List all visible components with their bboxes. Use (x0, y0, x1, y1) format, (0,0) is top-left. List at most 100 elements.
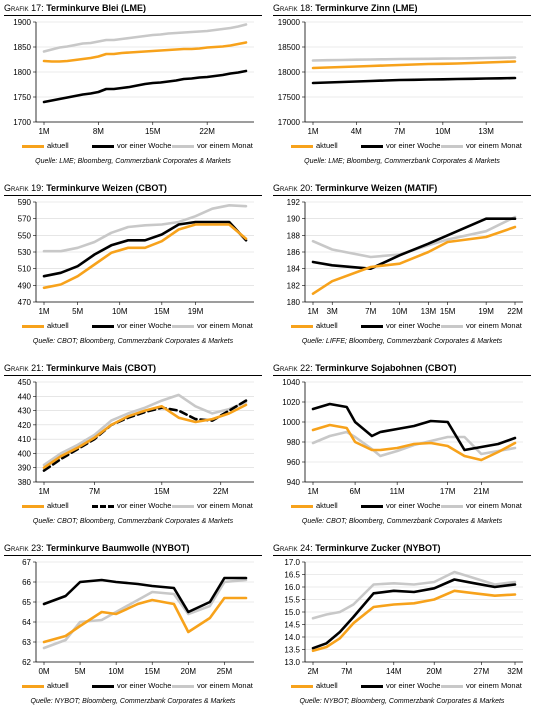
legend-item: vor einer Woche (361, 501, 440, 510)
chart-title-text: Terminkurve Weizen (MATIF) (315, 183, 438, 193)
y-tick-label: 1750 (13, 93, 31, 102)
chart-title-text: Terminkurve Sojabohnen (CBOT) (315, 363, 457, 373)
y-tick-label: 410 (18, 435, 32, 444)
title-rule (273, 15, 531, 16)
legend-item: vor einem Monat (441, 501, 522, 510)
chart-number: Grafik 17: (4, 3, 47, 13)
legend-swatch (92, 684, 114, 688)
y-tick-label: 65 (22, 598, 31, 607)
line-chart: 1700 1750 1800 1850 1900 1M 8M 15M 22M (13, 18, 254, 136)
y-tick-label: 180 (287, 298, 301, 307)
y-tick-label: 1900 (13, 18, 31, 27)
legend-item: aktuell (22, 501, 69, 510)
x-tick-label: 7M (394, 127, 405, 136)
series-line-vor-einer-woche (311, 76, 517, 85)
legend-label: vor einer Woche (117, 501, 172, 510)
y-tick-label: 550 (18, 231, 32, 240)
y-tick-label: 510 (18, 265, 32, 274)
legend-item: aktuell (22, 141, 69, 150)
y-tick-label: 530 (18, 248, 32, 257)
series-line-vor-einem-monat (42, 23, 248, 53)
legend-swatch (22, 144, 44, 148)
series-line-aktuell (311, 225, 517, 295)
line-chart: 13.0 13.5 14.0 14.5 15.0 15.5 16.0 16.5 17.0 2M 7M… (284, 558, 523, 676)
x-tick-label: 20M (426, 667, 442, 676)
y-tick-label: 67 (22, 558, 31, 567)
chart-title: Grafik 21: Terminkurve Mais (CBOT) (4, 363, 156, 373)
chart-title-text: Terminkurve Blei (LME) (46, 3, 147, 13)
x-tick-label: 15M (440, 307, 456, 316)
legend-item: vor einer Woche (92, 501, 171, 510)
legend-label: vor einer Woche (117, 321, 172, 330)
x-tick-label: 1M (38, 487, 49, 496)
y-tick-label: 490 (18, 281, 32, 290)
legend-swatch (441, 324, 463, 328)
series-line-aktuell (42, 596, 248, 644)
chart-title: Grafik 19: Terminkurve Weizen (CBOT) (4, 183, 167, 193)
legend-label: aktuell (47, 681, 69, 690)
legend-item: vor einer Woche (92, 681, 171, 690)
series-line-vor-einem-monat (42, 393, 248, 467)
chart-number: Grafik 24: (273, 543, 316, 553)
series-line-vor-einer-woche (311, 217, 517, 270)
series-line-vor-einer-woche (42, 576, 248, 614)
x-tick-label: 13M (478, 127, 494, 136)
x-tick-label: 2M (307, 667, 318, 676)
x-tick-label: 25M (217, 667, 233, 676)
legend-swatch (22, 324, 44, 328)
legend-item: vor einer Woche (361, 141, 440, 150)
legend-swatch (291, 144, 313, 148)
x-tick-label: 14M (386, 667, 402, 676)
legend-swatch (172, 324, 194, 328)
chart-number: Grafik 20: (273, 183, 316, 193)
y-tick-label: 182 (287, 281, 301, 290)
chart-panel-17: Grafik 17: Terminkurve Blei (LME) 1700 175… (4, 3, 266, 179)
x-tick-label: 32M (507, 667, 523, 676)
x-tick-label: 10M (392, 307, 408, 316)
series-line-aktuell (42, 403, 248, 469)
x-tick-label: 5M (75, 667, 86, 676)
y-tick-label: 14.0 (284, 633, 300, 642)
legend-label: aktuell (47, 141, 69, 150)
chart-title-text: Terminkurve Mais (CBOT) (46, 363, 157, 373)
y-tick-label: 1850 (13, 43, 31, 52)
legend-item: aktuell (22, 681, 69, 690)
chart-title: Grafik 17: Terminkurve Blei (LME) (4, 3, 146, 13)
y-tick-label: 380 (18, 478, 32, 487)
legend-label: vor einer Woche (386, 501, 441, 510)
line-chart: 940 960 980 1000 1020 1040 1M 6M 11M 17M 21M (282, 378, 523, 496)
y-tick-label: 390 (18, 464, 32, 473)
series-line-aktuell (311, 60, 517, 70)
x-tick-label: 1M (38, 127, 49, 136)
y-tick-label: 470 (18, 298, 32, 307)
chart-number: Grafik 23: (4, 543, 47, 553)
y-tick-label: 15.0 (284, 608, 300, 617)
legend-swatch (361, 684, 383, 688)
chart-legend: aktuell vor einer Woche vor einem Monat (273, 501, 531, 513)
legend-label: aktuell (47, 321, 69, 330)
legend-item: vor einer Woche (361, 681, 440, 690)
chart-panel-18: Grafik 18: Terminkurve Zinn (LME) 17000 17… (273, 3, 534, 179)
x-tick-label: 7M (365, 307, 376, 316)
x-tick-label: 3M (327, 307, 338, 316)
chart-legend: aktuell vor einer Woche vor einem Monat (4, 501, 262, 513)
legend-item: aktuell (291, 681, 338, 690)
legend-swatch (22, 684, 44, 688)
y-tick-label: 13.0 (284, 658, 300, 667)
legend-swatch (361, 324, 383, 328)
y-tick-label: 980 (287, 438, 301, 447)
chart-number: Grafik 19: (4, 183, 47, 193)
x-tick-label: 10M (108, 667, 124, 676)
y-tick-label: 440 (18, 392, 32, 401)
legend-label: vor einem Monat (466, 141, 522, 150)
legend-item: vor einem Monat (172, 501, 253, 510)
y-tick-label: 960 (287, 458, 301, 467)
legend-label: vor einem Monat (197, 681, 253, 690)
line-chart: 17000 17500 18000 18500 19000 1M 4M 7M 10M 13M (278, 18, 523, 136)
series-line-vor-einem-monat (42, 578, 248, 650)
chart-source: Quelle: NYBOT; Bloomberg, Commerzbank Co… (299, 698, 505, 705)
legend-swatch (22, 504, 44, 508)
x-tick-label: 5M (72, 307, 83, 316)
legend-label: aktuell (316, 141, 338, 150)
y-tick-label: 15.5 (284, 596, 300, 605)
